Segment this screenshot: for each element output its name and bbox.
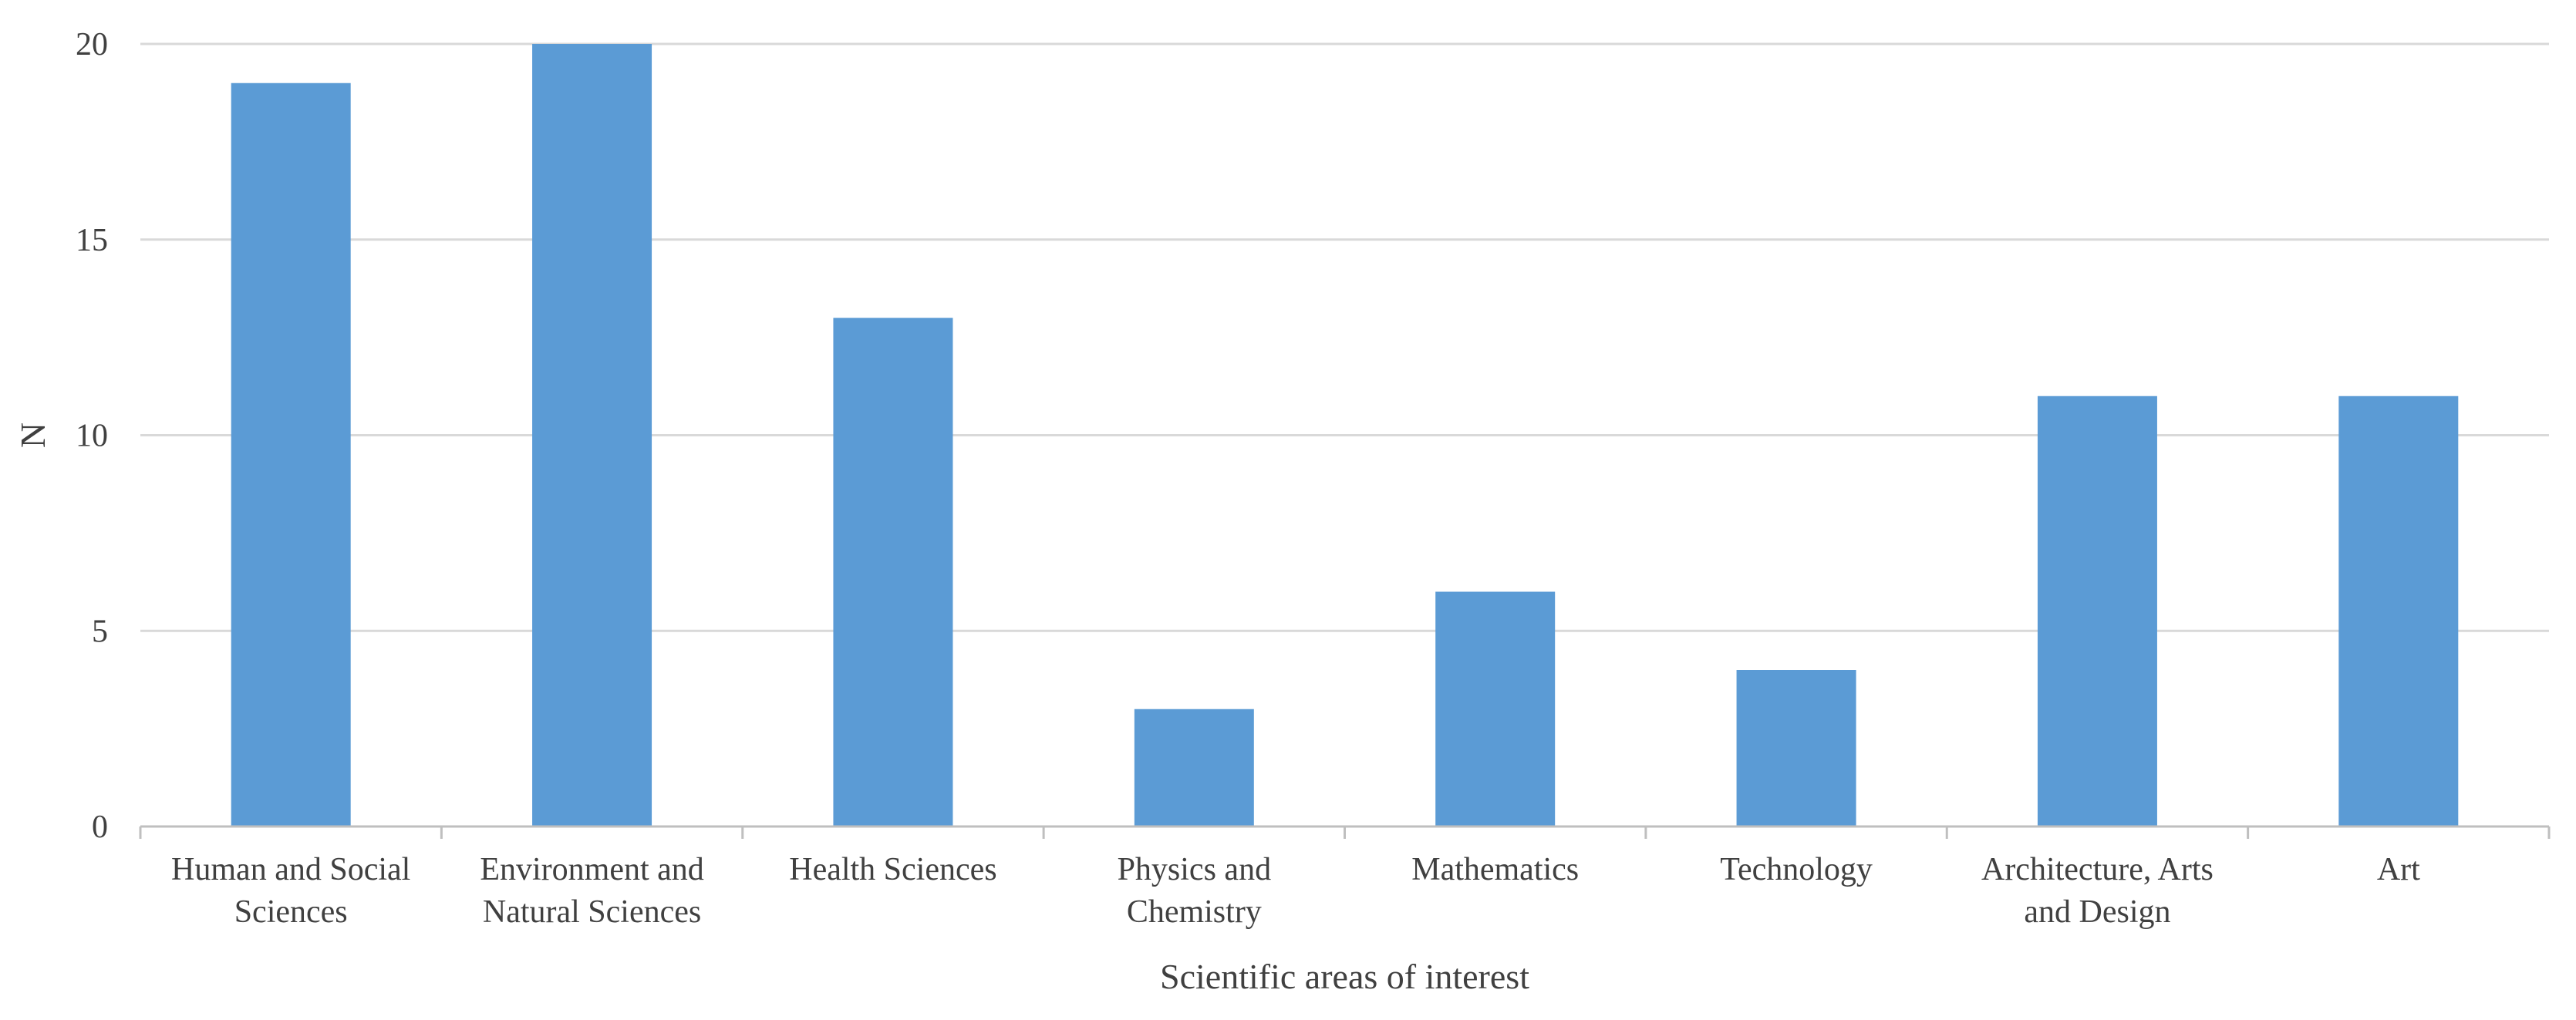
x-tick-label-line: Health Sciences — [789, 852, 996, 887]
x-tick-label: Health Sciences — [789, 852, 996, 887]
axes — [139, 825, 2551, 839]
x-tick-label-line: Physics and — [1118, 852, 1272, 887]
bar — [532, 44, 652, 826]
x-tick-label-line: and Design — [2024, 894, 2170, 930]
bar — [2338, 396, 2459, 826]
x-tick-label: Architecture, Arts and Design — [1981, 852, 2214, 930]
bar — [1435, 591, 1556, 826]
bar — [1134, 709, 1254, 826]
x-tick-label-line: Architecture, Arts — [1981, 852, 2214, 887]
y-tick-label: 15 — [76, 223, 108, 258]
bar — [1736, 670, 1856, 826]
labels: 0 5 10 15 20 Human and Social Sciences Environm… — [76, 27, 2420, 930]
y-tick-label: 10 — [76, 419, 108, 454]
x-axis-title: Scientific areas of interest — [1160, 957, 1529, 996]
y-axis-title: N — [13, 422, 52, 448]
bar — [833, 318, 953, 826]
x-tick-label-line: Chemistry — [1127, 894, 1262, 930]
x-tick-label: Environment and Natural Sciences — [480, 852, 703, 930]
x-tick-label: Art — [2377, 852, 2420, 887]
x-tick-label-line: Human and Social — [171, 852, 410, 887]
x-tick-label: Technology — [1720, 852, 1873, 887]
bar — [2037, 396, 2157, 826]
gridlines — [140, 42, 2549, 632]
bars — [231, 44, 2459, 826]
x-tick-label-line: Mathematics — [1411, 852, 1579, 887]
x-tick-label: Physics and Chemistry — [1118, 852, 1272, 930]
x-tick-label-line: Sciences — [234, 894, 348, 930]
x-tick-label: Human and Social Sciences — [171, 852, 410, 930]
y-tick-label: 0 — [92, 810, 108, 845]
x-tick-label-line: Natural Sciences — [483, 894, 701, 930]
x-tick-label-line: Art — [2377, 852, 2420, 887]
x-tick-label-line: Environment and — [480, 852, 703, 887]
x-tick-label: Mathematics — [1411, 852, 1579, 887]
bar — [231, 82, 351, 826]
y-tick-label: 20 — [76, 27, 108, 62]
x-tick-label-line: Technology — [1720, 852, 1873, 887]
y-tick-label: 5 — [92, 614, 108, 649]
